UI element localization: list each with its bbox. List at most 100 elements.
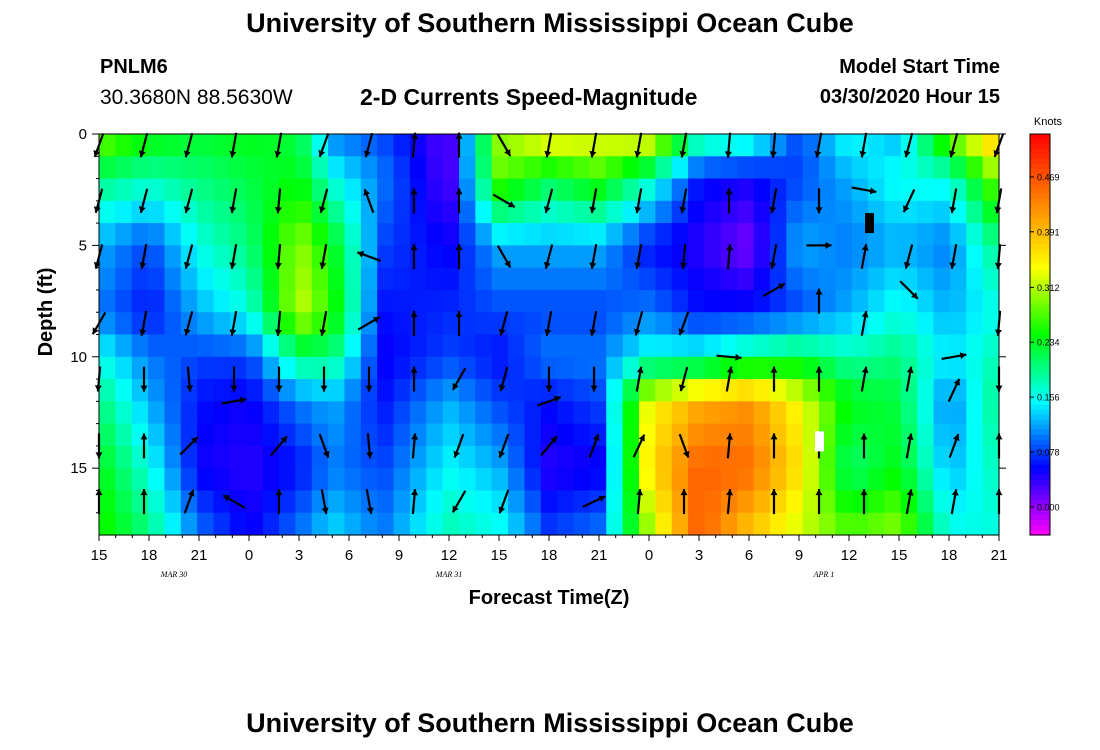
- heatmap-cell: [246, 468, 264, 492]
- heatmap-cell: [769, 312, 787, 336]
- heatmap-cell: [982, 423, 1000, 447]
- heatmap-cell: [769, 356, 787, 380]
- heatmap-cell: [524, 312, 542, 336]
- colorbar-segment: [1030, 394, 1050, 401]
- heatmap-cell: [377, 512, 395, 536]
- heatmap-cell: [262, 401, 280, 425]
- heatmap-cell: [442, 356, 460, 380]
- heatmap-cell: [99, 245, 116, 269]
- heatmap-cell: [917, 178, 935, 202]
- heatmap-cell: [131, 223, 149, 246]
- heatmap-cell: [917, 223, 935, 246]
- velocity-arrow: [590, 366, 598, 392]
- heatmap-cell: [360, 468, 378, 492]
- heatmap-cell: [164, 178, 182, 202]
- heatmap-cell: [131, 334, 149, 358]
- heatmap-cell: [540, 468, 558, 492]
- heatmap-cell: [737, 312, 755, 336]
- arrow-head: [275, 385, 283, 392]
- heatmap-cell: [573, 178, 591, 202]
- heatmap-cell: [409, 156, 427, 180]
- heatmap-cell: [884, 445, 902, 469]
- heatmap-cell: [786, 178, 804, 202]
- heatmap-cell: [622, 223, 640, 246]
- heatmap-cell: [802, 445, 820, 469]
- heatmap-cell: [115, 445, 133, 469]
- heatmap-cell: [589, 289, 607, 313]
- heatmap-cell: [835, 379, 853, 402]
- heatmap-cell: [246, 245, 264, 269]
- heatmap-cell: [475, 334, 493, 358]
- heatmap-cell: [704, 423, 722, 447]
- arrow-head: [507, 201, 515, 208]
- heatmap-cell: [229, 512, 247, 536]
- heatmap-cell: [148, 445, 166, 469]
- heatmap-cell: [311, 356, 329, 380]
- date-label: MAR 30: [160, 570, 187, 579]
- date-label: MAR 31: [435, 570, 462, 579]
- arrow-head: [952, 434, 960, 441]
- heatmap-cell: [197, 134, 215, 157]
- heatmap-cell: [868, 267, 886, 291]
- heatmap-cell: [966, 490, 984, 514]
- heatmap-cell: [99, 289, 116, 313]
- heatmap-cell: [246, 423, 264, 447]
- arrow-head: [769, 151, 777, 158]
- heatmap-cell: [524, 200, 542, 224]
- arrow-head: [770, 366, 778, 373]
- arrow-head: [498, 506, 506, 514]
- heatmap-cell: [328, 134, 346, 157]
- arrow-head: [550, 436, 557, 444]
- heatmap-cell: [148, 512, 166, 536]
- colorbar-segment: [1030, 269, 1050, 275]
- heatmap-cell: [540, 156, 558, 180]
- heatmap-cell: [835, 356, 853, 380]
- velocity-arrow: [357, 316, 381, 331]
- heatmap-cell: [426, 334, 444, 358]
- heatmap-cell: [262, 379, 280, 402]
- arrow-head: [770, 489, 778, 496]
- heatmap-cell: [148, 312, 166, 336]
- heatmap-cell: [868, 156, 886, 180]
- colorbar-segment: [1030, 264, 1050, 270]
- heatmap-cell: [573, 245, 591, 269]
- heatmap-cell: [115, 401, 133, 425]
- heatmap-cell: [295, 223, 313, 246]
- heatmap-cell: [933, 245, 951, 269]
- heatmap-cell: [949, 401, 967, 425]
- heatmap-cell: [884, 423, 902, 447]
- heatmap-cell: [671, 512, 689, 536]
- heatmap-cell: [377, 200, 395, 224]
- heatmap-cell: [115, 289, 133, 313]
- heatmap-cell: [704, 200, 722, 224]
- arrow-head: [814, 150, 822, 158]
- heatmap-cell: [639, 512, 656, 536]
- heatmap-cell: [311, 445, 329, 469]
- velocity-arrow: [903, 132, 914, 158]
- arrow-head: [140, 489, 148, 496]
- heatmap-cell: [279, 445, 296, 469]
- heatmap-cell: [688, 379, 706, 402]
- heatmap-cell: [622, 490, 640, 514]
- heatmap-cell: [966, 267, 984, 291]
- heatmap-cell: [115, 178, 133, 202]
- heatmap-cell: [442, 468, 460, 492]
- velocity-arrow: [948, 132, 959, 158]
- heatmap-cell: [737, 134, 755, 157]
- heatmap-cell: [606, 401, 624, 425]
- heatmap-cell: [344, 334, 362, 358]
- heatmap-cell: [900, 423, 918, 447]
- heatmap-cell: [639, 134, 656, 157]
- heatmap-cell: [786, 156, 804, 180]
- velocity-arrow: [632, 434, 646, 458]
- velocity-arrow: [860, 366, 869, 392]
- y-axis-label: Depth (ft): [35, 268, 57, 357]
- heatmap-cell: [409, 512, 427, 536]
- heatmap-cell: [704, 156, 722, 180]
- heatmap-cell: [99, 267, 116, 291]
- heatmap-cell: [933, 156, 951, 180]
- heatmap-cell: [868, 490, 886, 514]
- heatmap-cell: [557, 334, 575, 358]
- heatmap-cell: [491, 512, 509, 536]
- heatmap-cell: [835, 245, 853, 269]
